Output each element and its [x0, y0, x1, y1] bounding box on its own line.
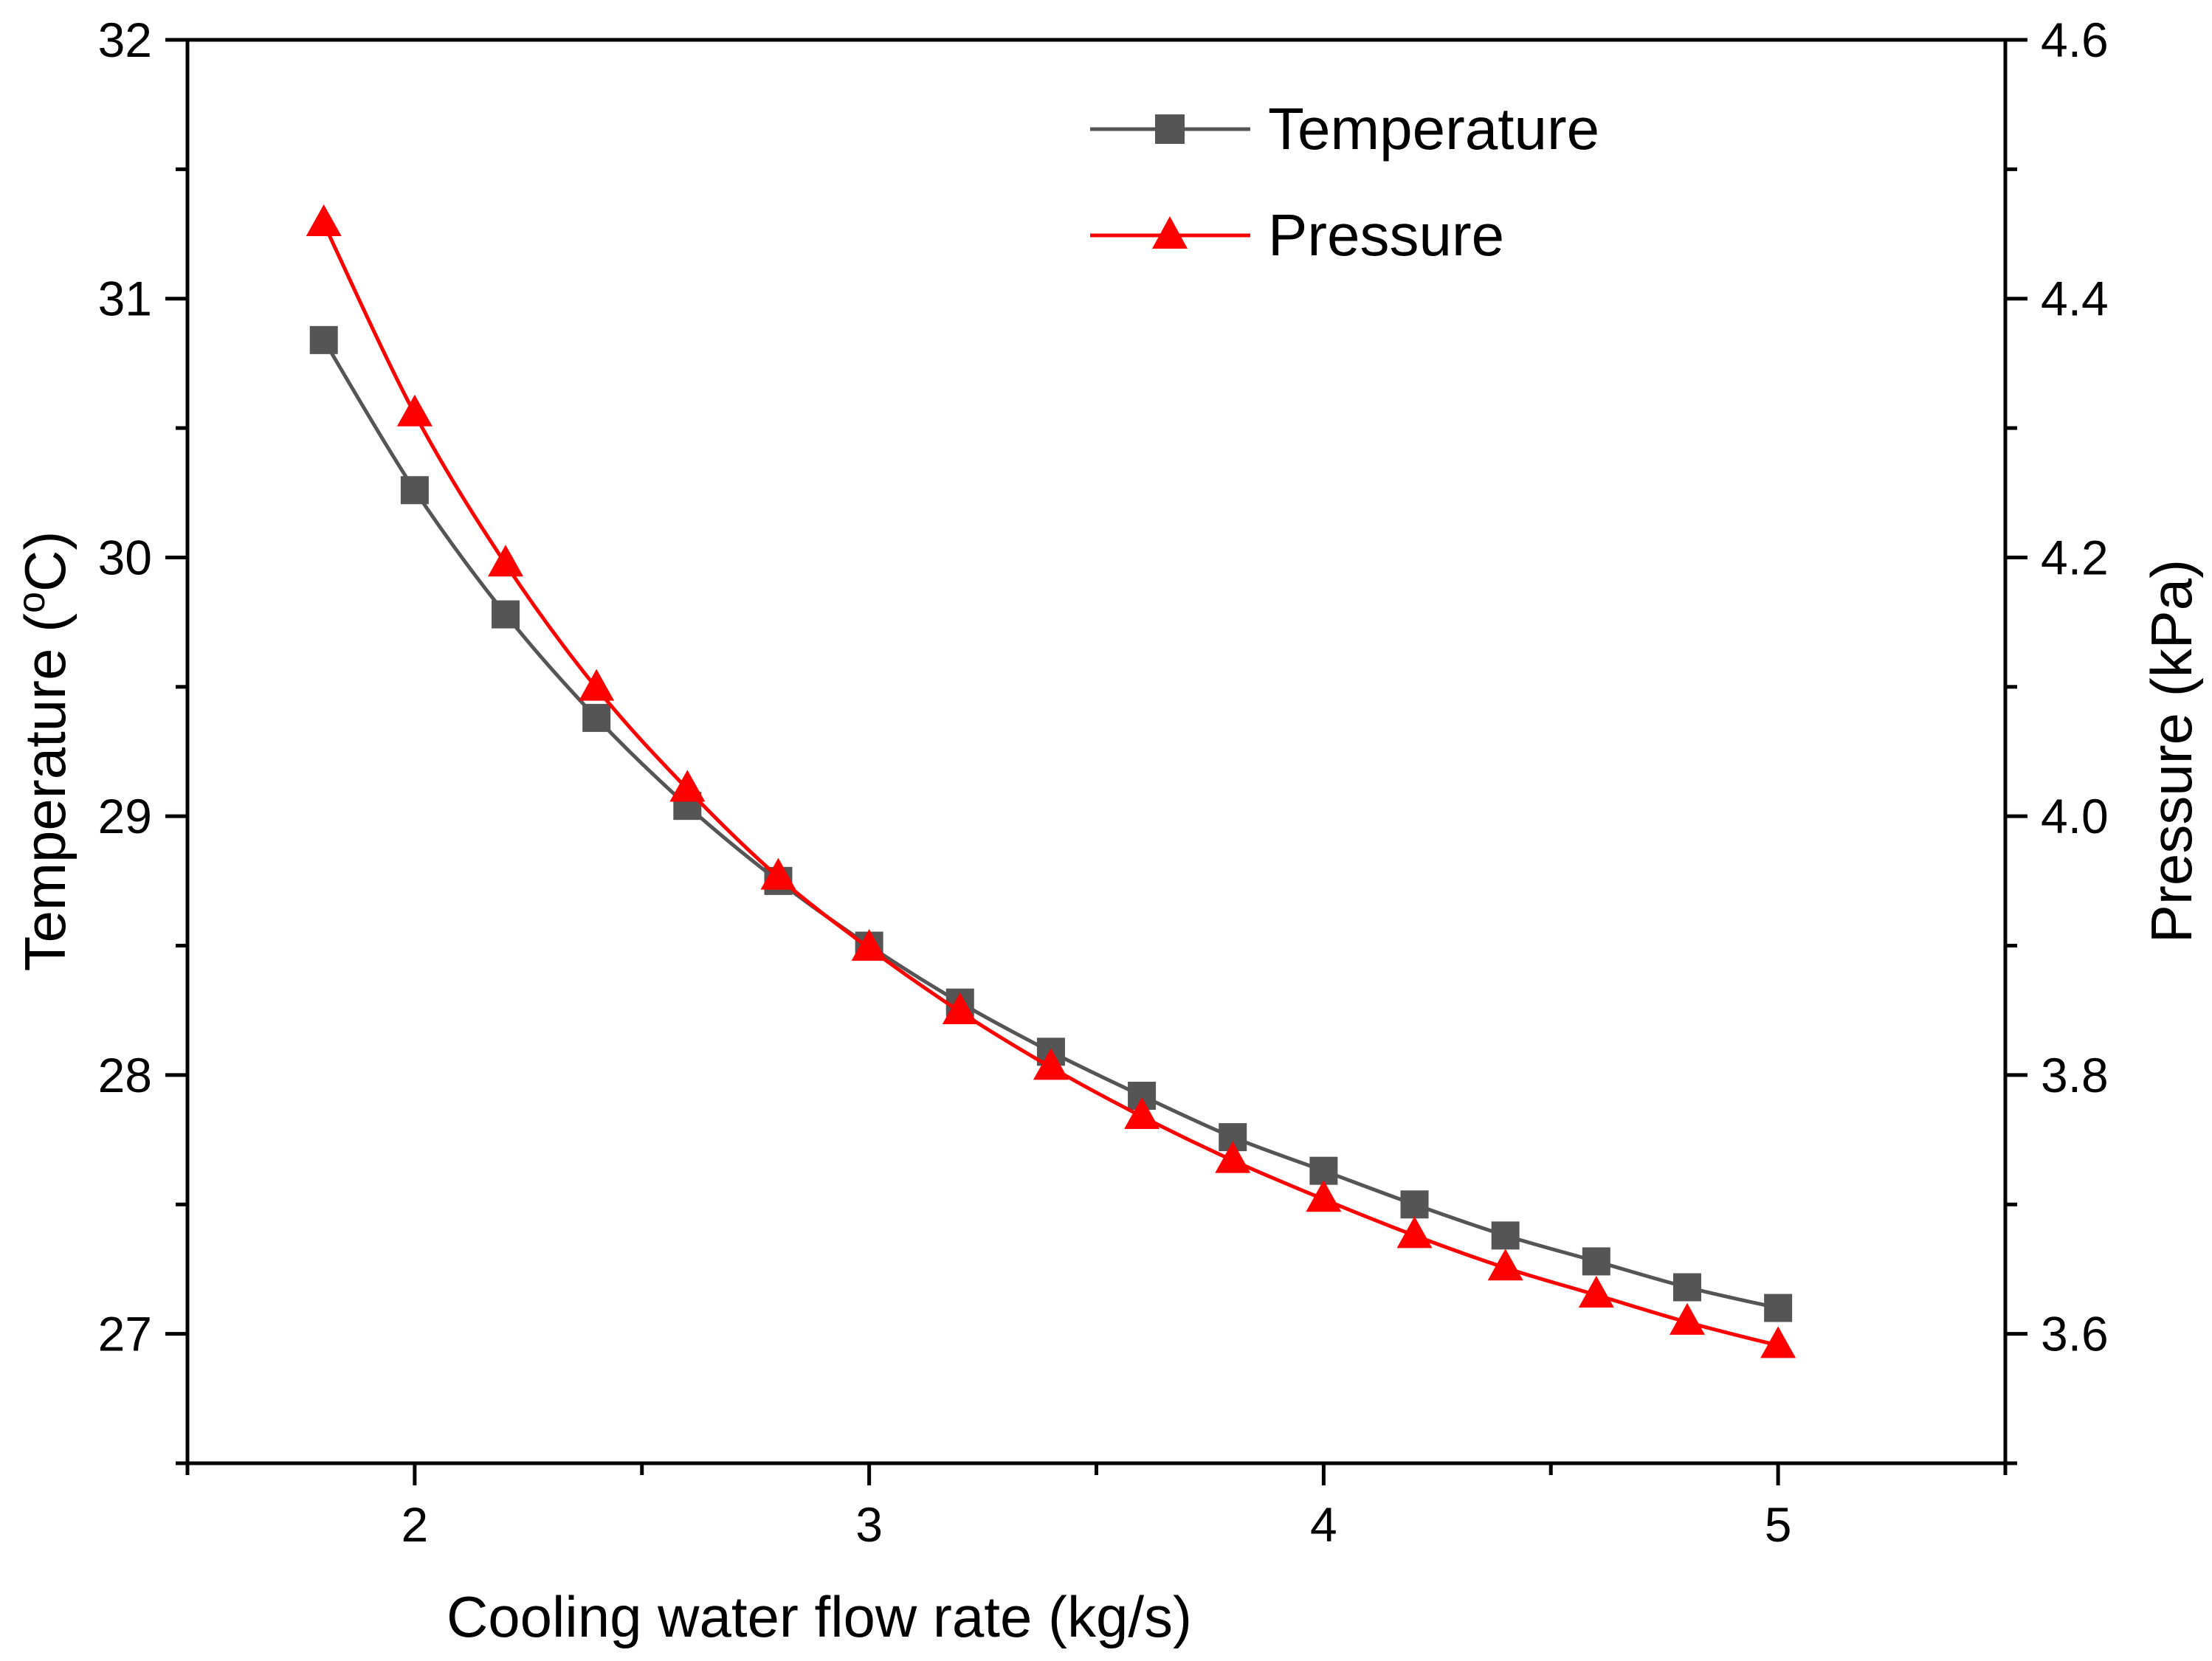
y-right-axis-ticks: 3.6 3.8 4.0 4.2 4.4 4.6 [2005, 13, 2109, 1465]
y-left-tick-label: 29 [98, 789, 152, 843]
pressure-point [579, 669, 615, 701]
legend-pressure-marker [1152, 216, 1188, 249]
pressure-point [1396, 1216, 1433, 1249]
pressure-point [306, 204, 342, 237]
pressure-point [1306, 1180, 1342, 1212]
pressure-point [396, 394, 433, 427]
y-left-tick-label: 28 [98, 1048, 152, 1102]
temperature-point [1582, 1247, 1610, 1276]
pressure-point [760, 857, 796, 890]
legend-temperature-marker [1155, 114, 1185, 144]
temperature-point [1400, 1190, 1429, 1219]
pressure-point [1033, 1048, 1069, 1080]
y-left-axis-title: Temperature (oC) [10, 531, 77, 972]
temperature-point [1491, 1221, 1520, 1250]
y-left-tick-label: 32 [98, 13, 152, 67]
x-axis-ticks: 2 3 4 5 [185, 1463, 2008, 1552]
legend: Temperature Pressure [1090, 96, 1599, 268]
legend-temperature-label: Temperature [1268, 96, 1599, 162]
y-right-tick-label: 3.6 [2041, 1307, 2109, 1361]
pressure-point [1215, 1141, 1251, 1173]
pressure-point [1124, 1097, 1160, 1130]
plot-frame [185, 38, 2008, 1465]
temperature-point [309, 325, 338, 354]
pressure-point [1669, 1302, 1705, 1335]
temperature-point [1764, 1294, 1793, 1322]
legend-pressure-label: Pressure [1268, 202, 1504, 268]
y-right-tick-label: 4.4 [2041, 272, 2109, 326]
pressure-point [1487, 1249, 1523, 1281]
x-tick-label: 5 [1765, 1497, 1792, 1552]
series-pressure [306, 204, 1796, 1358]
pressure-line [322, 222, 1779, 1347]
y-right-tick-label: 4.0 [2041, 789, 2109, 843]
temperature-point [1672, 1273, 1701, 1302]
pressure-point [942, 992, 978, 1024]
temperature-point [400, 476, 429, 505]
y-left-axis-ticks: 27 28 29 30 31 32 [98, 13, 187, 1465]
x-tick-label: 2 [402, 1497, 429, 1552]
pressure-point [669, 770, 706, 802]
y-right-tick-label: 4.2 [2041, 530, 2109, 584]
y-left-tick-label: 31 [98, 272, 152, 326]
temperature-point [492, 600, 520, 629]
temperature-line [322, 339, 1779, 1310]
y-right-tick-label: 4.6 [2041, 13, 2109, 67]
series-temperature [309, 325, 1793, 1322]
pressure-point [1760, 1326, 1796, 1358]
temperature-point [582, 703, 611, 732]
x-tick-label: 3 [855, 1497, 883, 1552]
pressure-point [851, 929, 887, 961]
x-axis-title: Cooling water flow rate (kg/s) [447, 1584, 1192, 1649]
x-tick-label: 4 [1310, 1497, 1337, 1552]
y-left-tick-label: 27 [98, 1307, 152, 1361]
y-right-tick-label: 3.8 [2041, 1048, 2109, 1102]
y-right-axis-title: Pressure (kPa) [2139, 559, 2204, 943]
pressure-point [488, 545, 524, 577]
series-layer [306, 204, 1796, 1358]
y-left-tick-label: 30 [98, 530, 152, 584]
pressure-point [1578, 1276, 1614, 1308]
